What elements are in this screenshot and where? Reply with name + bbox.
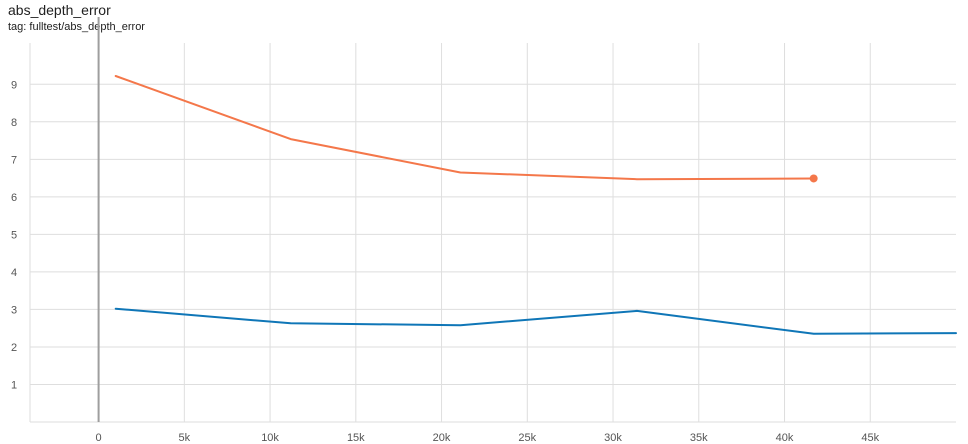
series-line-1[interactable] xyxy=(114,307,957,335)
x-tick-label: 30k xyxy=(604,432,622,444)
y-tick-label: 1 xyxy=(11,379,17,391)
tick-labels: 1 2 3 4 5 6 7 8 9 0 5k 10k 15k 20k 25k 30k 35k 40k 45k xyxy=(11,79,880,444)
series-line-0[interactable] xyxy=(114,75,815,181)
chart-title: abs_depth_error xyxy=(8,2,111,18)
x-tick-label: 35k xyxy=(690,432,708,444)
x-tick-label: 5k xyxy=(179,432,191,444)
series-lines xyxy=(114,75,957,335)
y-tick-label: 8 xyxy=(11,117,17,129)
y-tick-label: 5 xyxy=(11,229,17,241)
x-tick-label: 15k xyxy=(347,432,365,444)
x-tick-label: 10k xyxy=(261,432,279,444)
y-tick-label: 7 xyxy=(11,154,17,166)
x-tick-label: 45k xyxy=(861,432,879,444)
axes xyxy=(29,17,956,423)
y-tick-label: 9 xyxy=(11,79,17,91)
y-tick-label: 6 xyxy=(11,192,17,204)
y-tick-label: 4 xyxy=(11,267,17,279)
x-tick-label: 40k xyxy=(776,432,794,444)
x-tick-label: 25k xyxy=(518,432,536,444)
x-tick-label: 0 xyxy=(96,432,102,444)
y-tick-label: 2 xyxy=(11,342,17,354)
series-end-marker[interactable] xyxy=(809,174,818,183)
chart-tag: tag: fulltest/abs_depth_error xyxy=(8,21,145,33)
grid-lines xyxy=(30,43,956,422)
y-tick-label: 3 xyxy=(11,304,17,316)
x-tick-label: 20k xyxy=(433,432,451,444)
